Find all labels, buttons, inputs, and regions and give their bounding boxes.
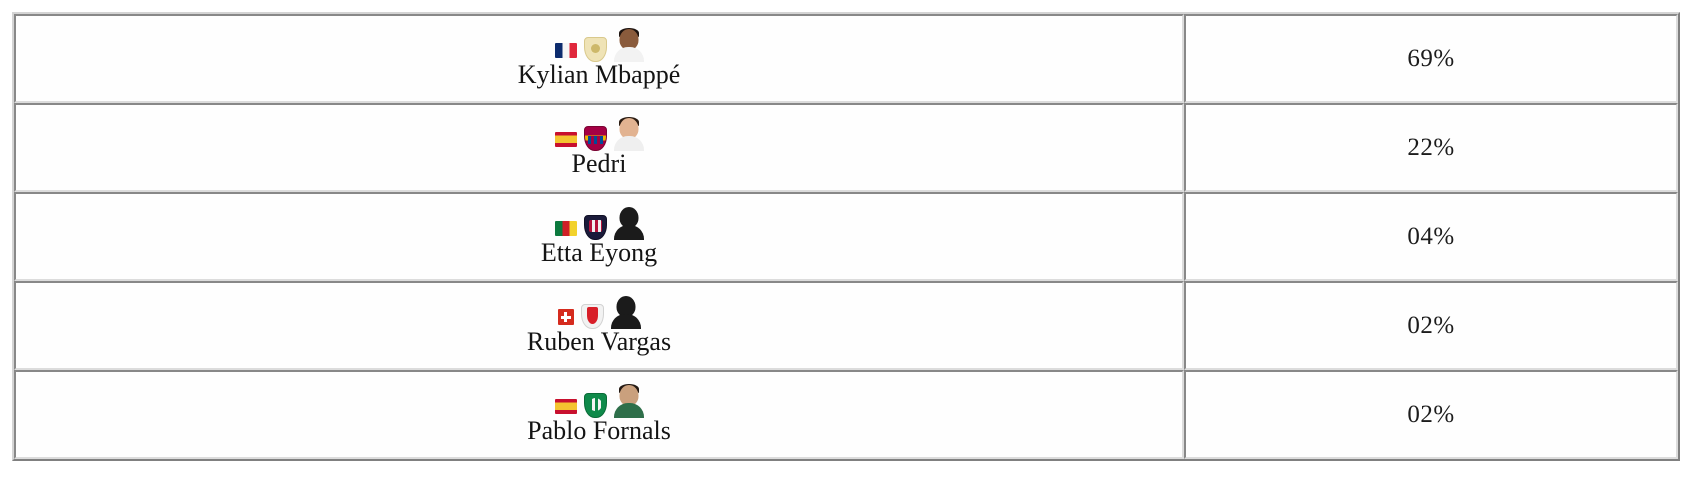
table-row[interactable]: Pablo Fornals 02% xyxy=(14,370,1678,459)
player-cell[interactable]: Etta Eyong xyxy=(14,192,1184,281)
badge-row xyxy=(554,384,644,419)
player-name: Etta Eyong xyxy=(540,238,658,268)
player-name: Kylian Mbappé xyxy=(517,60,681,90)
percentage-cell: 02% xyxy=(1184,281,1678,370)
badge-row xyxy=(554,117,644,152)
avatar-pedri-icon xyxy=(613,117,644,152)
player-stack: Etta Eyong xyxy=(16,206,1182,268)
crest-real-madrid-icon xyxy=(583,37,607,63)
percentage-cell: 22% xyxy=(1184,103,1678,192)
player-cell[interactable]: Kylian Mbappé xyxy=(14,14,1184,103)
badge-row xyxy=(554,28,644,63)
flag-spain-icon xyxy=(554,132,577,148)
percentage-cell: 02% xyxy=(1184,370,1678,459)
table-row[interactable]: Etta Eyong 04% xyxy=(14,192,1678,281)
player-name: Ruben Vargas xyxy=(526,327,672,357)
flag-spain-icon xyxy=(554,399,577,415)
poll-results-table: Kylian Mbappé 69% Pedri 22 xyxy=(12,12,1680,461)
table-row[interactable]: Ruben Vargas 02% xyxy=(14,281,1678,370)
player-cell[interactable]: Pablo Fornals xyxy=(14,370,1184,459)
flag-switzerland-icon xyxy=(557,309,574,326)
crest-levante-icon xyxy=(583,215,607,241)
player-stack: Pablo Fornals xyxy=(16,384,1182,446)
player-name: Pedri xyxy=(571,149,627,179)
crest-real-betis-icon xyxy=(583,393,607,419)
player-cell[interactable]: Pedri xyxy=(14,103,1184,192)
poll-table-body: Kylian Mbappé 69% Pedri 22 xyxy=(14,14,1678,459)
avatar-kylian-mbappe-icon xyxy=(613,28,644,63)
avatar-pablo-fornals-icon xyxy=(613,384,644,419)
percentage-cell: 04% xyxy=(1184,192,1678,281)
badge-row xyxy=(557,295,641,330)
crest-sevilla-icon xyxy=(580,304,604,330)
crest-fc-barcelona-icon xyxy=(583,126,607,152)
player-cell[interactable]: Ruben Vargas xyxy=(14,281,1184,370)
flag-cameroon-icon xyxy=(554,221,577,237)
player-stack: Ruben Vargas xyxy=(16,295,1182,357)
player-stack: Pedri xyxy=(16,117,1182,179)
avatar-placeholder-icon xyxy=(613,206,644,241)
player-name: Pablo Fornals xyxy=(527,416,671,446)
table-row[interactable]: Kylian Mbappé 69% xyxy=(14,14,1678,103)
badge-row xyxy=(554,206,644,241)
player-stack: Kylian Mbappé xyxy=(16,28,1182,90)
flag-france-icon xyxy=(554,43,577,59)
percentage-cell: 69% xyxy=(1184,14,1678,103)
avatar-placeholder-icon xyxy=(610,295,641,330)
table-row[interactable]: Pedri 22% xyxy=(14,103,1678,192)
